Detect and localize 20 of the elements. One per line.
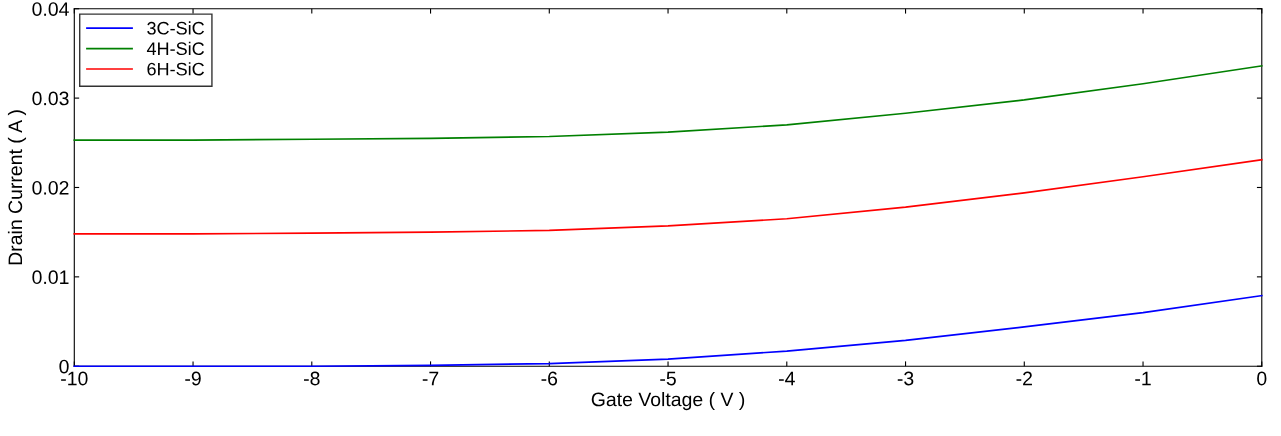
y-tick-label: 0.02 (32, 180, 69, 195)
line-series (73, 158, 1263, 235)
x-tick-label: -8 (304, 371, 320, 386)
x-tick-label: -7 (422, 371, 439, 386)
y-tick-label: 0.03 (32, 91, 69, 106)
y-tick-label: 0.01 (32, 270, 69, 285)
legend-label: 3C-SiC (147, 21, 205, 35)
y-tick-label: 0.04 (32, 2, 69, 16)
x-tick-label: -6 (541, 371, 558, 386)
y-axis-title: Drain Current ( A ) (7, 110, 27, 265)
legend-label: 4H-SiC (146, 41, 205, 56)
x-tick-label: -4 (779, 371, 795, 386)
x-tick-label: -3 (897, 371, 914, 386)
x-tick-label: -9 (185, 371, 201, 386)
x-axis-title: Gate Voltage ( V ) (591, 392, 745, 411)
legend-label: 6H-SiC (147, 62, 205, 76)
x-tick-label: -2 (1016, 371, 1032, 386)
x-tick-label: 0 (1257, 371, 1267, 386)
x-tick-label: -1 (1135, 371, 1151, 386)
x-tick-label: -5 (660, 371, 676, 386)
